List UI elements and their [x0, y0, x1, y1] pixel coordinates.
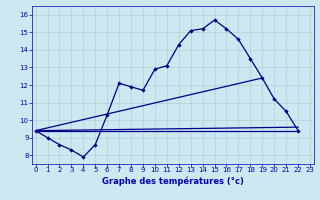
X-axis label: Graphe des températures (°c): Graphe des températures (°c)	[102, 176, 244, 186]
